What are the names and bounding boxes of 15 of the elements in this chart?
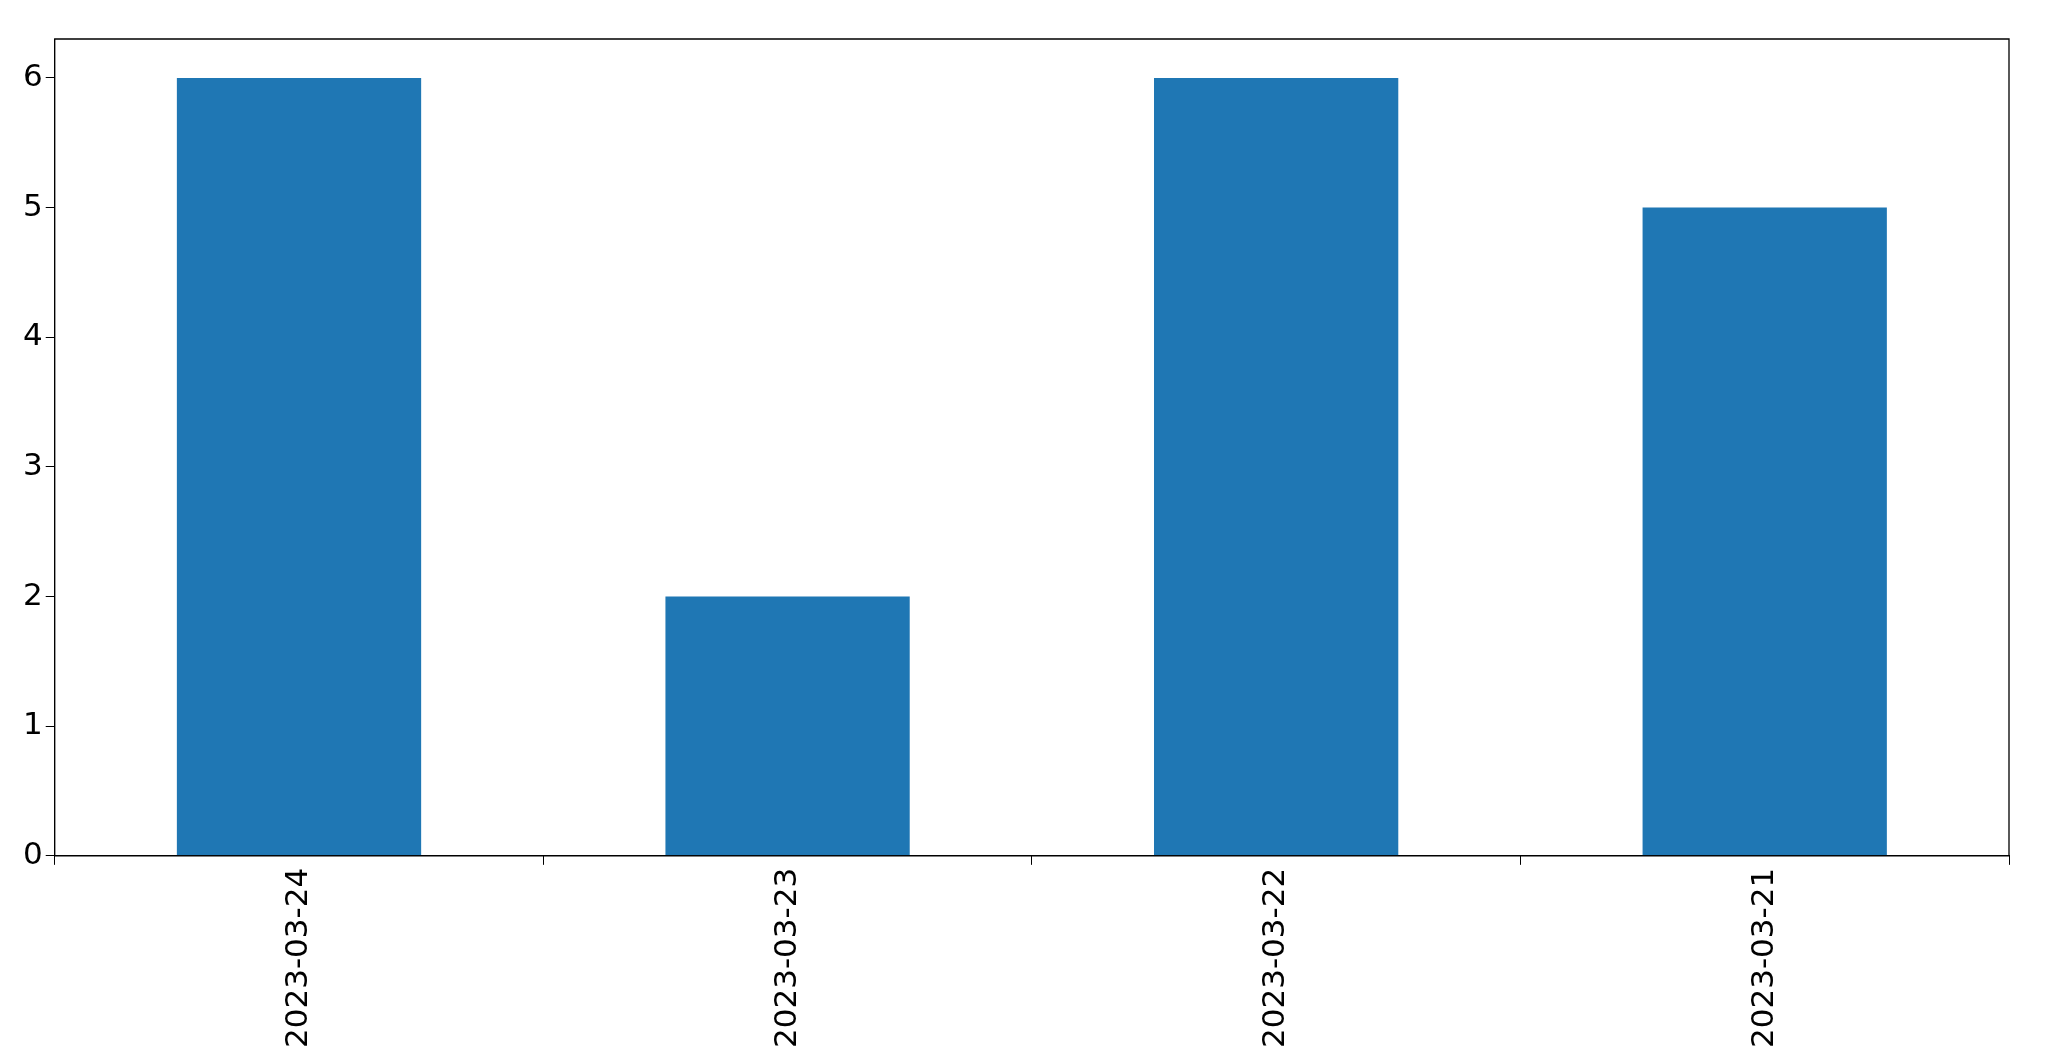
x-tick-label: 2023-03-21 [1743,867,1780,1049]
y-tick-label: 1 [22,705,43,742]
bar [665,596,910,856]
bar [176,77,422,856]
y-tick-label: 2 [22,575,43,612]
y-tick-label: 3 [22,445,43,482]
y-tick-label: 0 [22,834,43,871]
x-tick-label: 2023-03-22 [1255,867,1292,1049]
x-tick-label: 2023-03-23 [766,867,803,1049]
y-tick-label: 4 [22,316,43,353]
bar [1642,207,1887,856]
x-tick-label: 2023-03-24 [278,867,315,1049]
bar [1154,77,1399,856]
y-tick-label: 6 [22,56,43,93]
y-tick-label: 5 [22,186,43,223]
